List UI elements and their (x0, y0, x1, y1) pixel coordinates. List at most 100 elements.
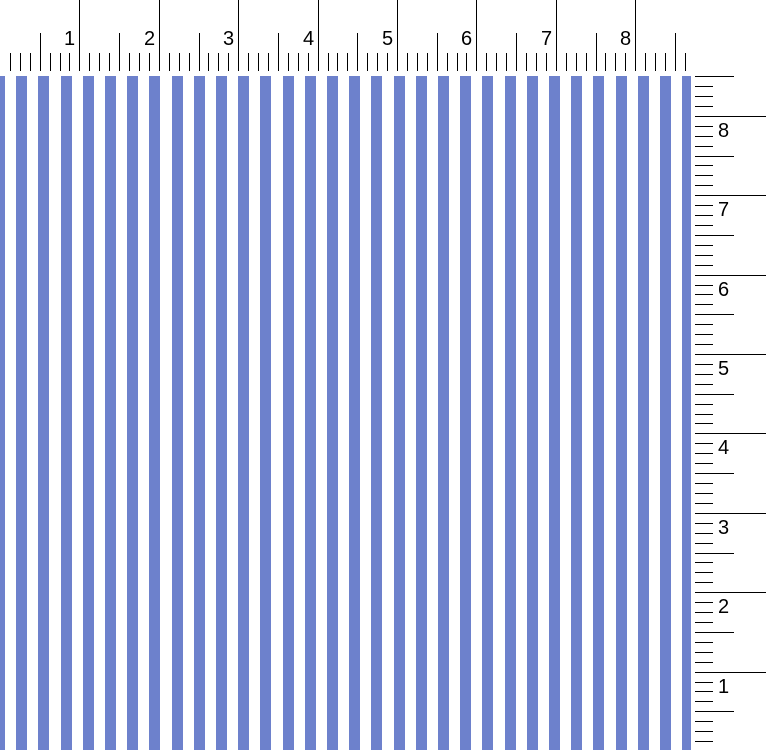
fabric-stripe (260, 76, 272, 750)
fabric-stripe (327, 76, 338, 750)
ruler-tick (695, 414, 713, 415)
ruler-major-tick (695, 354, 766, 355)
ruler-major-tick (695, 195, 766, 196)
ruler-half-tick (695, 314, 734, 315)
fabric-stripe (460, 76, 472, 750)
ruler-tick (268, 53, 269, 71)
ruler-tick (615, 53, 616, 71)
ruler-tick (695, 344, 713, 345)
ruler-label: 8 (620, 28, 632, 50)
ruler-label: 6 (718, 279, 730, 301)
fabric-stripe (82, 76, 94, 750)
ruler-tick (665, 53, 666, 71)
fabric-stripe (38, 76, 50, 750)
ruler-half-tick (695, 632, 734, 633)
ruler-label: 1 (64, 28, 76, 50)
ruler-tick (50, 53, 51, 71)
ruler-tick (387, 53, 388, 71)
fabric-stripe (127, 76, 139, 750)
ruler-tick (695, 562, 713, 563)
ruler-tick (695, 612, 713, 613)
ruler-tick (129, 53, 130, 71)
ruler-label: 4 (303, 28, 315, 50)
fabric-stripe (60, 76, 72, 750)
ruler-tick (427, 53, 428, 71)
ruler-half-tick (278, 33, 279, 71)
ruler-tick (228, 53, 229, 71)
ruler-tick (576, 53, 577, 71)
ruler-tick (695, 245, 713, 246)
fabric-stripe (105, 76, 116, 750)
ruler-tick (536, 53, 537, 71)
ruler-tick (645, 53, 646, 71)
ruler-tick (149, 53, 150, 71)
ruler-half-tick (40, 33, 41, 71)
ruler-tick (695, 443, 713, 444)
fabric-stripe (526, 76, 538, 750)
ruler-tick (695, 324, 713, 325)
ruler-tick (377, 53, 378, 71)
ruler-tick (695, 691, 713, 692)
ruler-tick (99, 53, 100, 71)
ruler-major-tick (79, 0, 80, 71)
ruler-half-tick (695, 76, 734, 77)
ruler-half-tick (357, 33, 358, 71)
ruler-half-tick (437, 33, 438, 71)
ruler-tick (695, 146, 713, 147)
ruler-tick (695, 374, 713, 375)
ruler-major-tick (695, 116, 766, 117)
ruler-tick (695, 463, 713, 464)
ruler-tick (169, 53, 170, 71)
ruler-major-tick (695, 433, 766, 434)
fabric-stripe (549, 76, 560, 750)
fabric-stripe (216, 76, 227, 750)
ruler-tick (695, 662, 713, 663)
fabric-stripe (149, 76, 161, 750)
ruler-tick (695, 96, 713, 97)
ruler-tick (20, 53, 21, 71)
ruler-tick (586, 53, 587, 71)
ruler-tick (695, 493, 713, 494)
ruler-tick (695, 304, 713, 305)
ruler-tick (695, 483, 713, 484)
ruler-label: 3 (718, 517, 730, 539)
ruler-major-tick (318, 0, 319, 71)
ruler-major-tick (695, 672, 766, 673)
fabric-stripe (615, 76, 627, 750)
ruler-tick (695, 225, 713, 226)
ruler-tick (655, 53, 656, 71)
ruler-tick (695, 404, 713, 405)
ruler-tick (328, 53, 329, 71)
ruler-tick (695, 721, 713, 722)
ruler-label: 5 (718, 358, 730, 380)
ruler-half-tick (695, 394, 734, 395)
ruler-tick (695, 136, 713, 137)
ruler-tick (466, 53, 467, 71)
ruler-tick (695, 682, 713, 683)
ruler-tick (695, 106, 713, 107)
ruler-tick (695, 572, 713, 573)
fabric-stripe (16, 76, 28, 750)
ruler-tick (447, 53, 448, 71)
ruler-major-tick (159, 0, 160, 71)
ruler-tick (695, 741, 713, 742)
ruler-major-tick (476, 0, 477, 71)
fabric-stripe (660, 76, 671, 750)
fabric-stripe (304, 76, 316, 750)
ruler-tick (139, 53, 140, 71)
ruler-tick (546, 53, 547, 71)
fabric-stripe (393, 76, 405, 750)
ruler-tick (695, 642, 713, 643)
ruler-tick (298, 53, 299, 71)
fabric-stripe (282, 76, 294, 750)
fabric-stripe (415, 76, 427, 750)
ruler-tick (208, 53, 209, 71)
ruler-label: 2 (718, 596, 730, 618)
ruler-tick (695, 265, 713, 266)
fabric-stripe (593, 76, 605, 750)
ruler-major-tick (635, 0, 636, 71)
ruler-tick (417, 53, 418, 71)
ruler-tick (526, 53, 527, 71)
ruler-major-tick (695, 275, 766, 276)
fabric-stripe (238, 76, 250, 750)
